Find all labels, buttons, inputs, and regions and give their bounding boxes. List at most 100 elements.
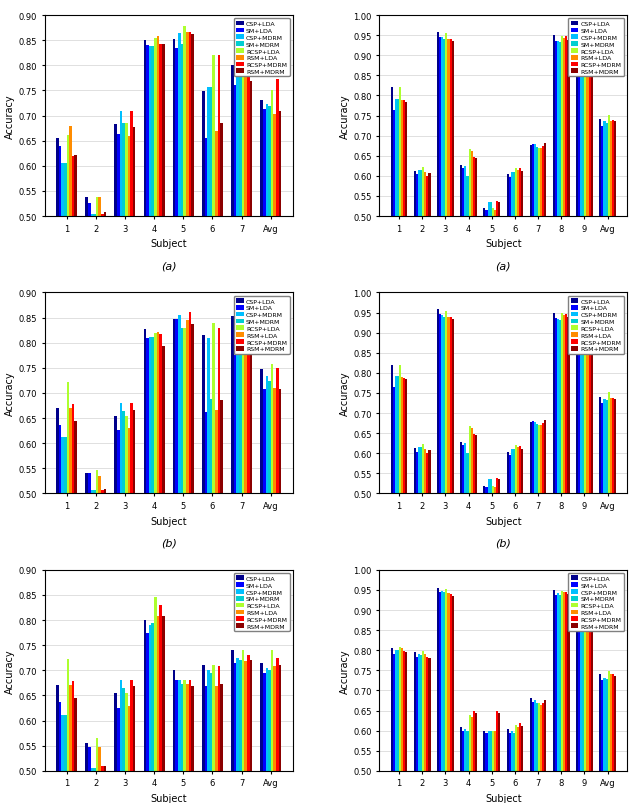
Bar bbox=[390, 88, 393, 418]
Bar bbox=[492, 731, 494, 803]
Bar bbox=[555, 319, 557, 695]
Bar bbox=[515, 724, 517, 803]
Bar bbox=[444, 40, 445, 418]
Bar bbox=[162, 45, 164, 467]
Bar bbox=[428, 450, 431, 695]
Bar bbox=[130, 680, 133, 803]
Bar bbox=[565, 315, 568, 695]
Bar bbox=[439, 315, 441, 695]
Bar bbox=[515, 446, 517, 695]
Bar bbox=[416, 175, 418, 418]
Bar bbox=[279, 666, 282, 803]
Bar bbox=[610, 121, 612, 418]
Bar bbox=[186, 320, 189, 745]
Bar bbox=[64, 164, 67, 467]
Bar bbox=[467, 454, 468, 695]
Bar bbox=[599, 120, 602, 418]
Bar bbox=[475, 159, 477, 418]
Bar bbox=[447, 593, 449, 803]
Bar bbox=[147, 47, 149, 467]
Bar bbox=[441, 591, 444, 803]
Bar bbox=[462, 169, 465, 418]
Bar bbox=[439, 38, 441, 418]
Bar bbox=[154, 333, 157, 745]
Bar bbox=[90, 491, 93, 745]
Bar bbox=[189, 312, 191, 745]
Bar bbox=[439, 593, 441, 803]
Bar bbox=[85, 473, 88, 745]
Bar bbox=[157, 617, 159, 803]
Bar bbox=[428, 658, 431, 803]
Bar bbox=[399, 365, 401, 695]
Bar bbox=[553, 313, 555, 695]
Bar bbox=[473, 711, 475, 803]
Y-axis label: Accuracy: Accuracy bbox=[5, 371, 15, 416]
Bar bbox=[207, 88, 210, 467]
Bar bbox=[452, 596, 454, 803]
Bar bbox=[511, 450, 513, 695]
Bar bbox=[276, 369, 279, 745]
Bar bbox=[173, 40, 175, 467]
Bar bbox=[538, 703, 540, 803]
Bar bbox=[268, 382, 271, 745]
Bar bbox=[576, 609, 578, 803]
Bar bbox=[244, 662, 247, 803]
Bar bbox=[263, 389, 266, 745]
Bar bbox=[149, 626, 152, 803]
Bar bbox=[607, 116, 610, 418]
Bar bbox=[99, 747, 101, 803]
Bar bbox=[468, 715, 470, 803]
Bar bbox=[580, 60, 582, 418]
Bar bbox=[519, 169, 521, 418]
Bar bbox=[152, 47, 154, 467]
Bar bbox=[273, 389, 276, 745]
Bar bbox=[236, 658, 239, 803]
Bar bbox=[205, 139, 207, 467]
Bar bbox=[115, 416, 117, 745]
Bar bbox=[178, 34, 180, 467]
Text: (b): (b) bbox=[495, 538, 511, 548]
Bar bbox=[236, 67, 239, 467]
Bar bbox=[576, 60, 578, 418]
Bar bbox=[96, 738, 99, 803]
Bar bbox=[534, 145, 536, 418]
Bar bbox=[154, 39, 157, 467]
Bar bbox=[104, 766, 106, 803]
Bar bbox=[133, 687, 136, 803]
Bar bbox=[559, 320, 561, 695]
Bar bbox=[183, 328, 186, 745]
Bar bbox=[239, 328, 242, 745]
Bar bbox=[544, 144, 547, 418]
Bar bbox=[460, 442, 462, 695]
Bar bbox=[175, 49, 178, 467]
Bar bbox=[447, 40, 449, 418]
Bar bbox=[74, 421, 77, 745]
Bar bbox=[445, 312, 447, 695]
Bar bbox=[218, 666, 220, 803]
X-axis label: Subject: Subject bbox=[485, 516, 522, 526]
Bar bbox=[143, 329, 147, 745]
Bar bbox=[117, 135, 120, 467]
Bar bbox=[266, 105, 268, 467]
Bar bbox=[542, 146, 544, 418]
Bar bbox=[393, 388, 395, 695]
Bar bbox=[544, 700, 547, 803]
Bar bbox=[444, 317, 445, 695]
Bar bbox=[513, 173, 515, 418]
Bar bbox=[534, 700, 536, 803]
Bar bbox=[424, 450, 426, 695]
Bar bbox=[460, 727, 462, 803]
Bar bbox=[117, 707, 120, 803]
Bar bbox=[271, 650, 273, 803]
Bar bbox=[178, 316, 180, 745]
Bar bbox=[59, 425, 61, 745]
Bar bbox=[494, 487, 496, 695]
Bar bbox=[445, 35, 447, 418]
Bar bbox=[437, 588, 439, 803]
Bar bbox=[582, 338, 584, 695]
Bar bbox=[602, 403, 604, 695]
Bar bbox=[157, 37, 159, 467]
Bar bbox=[589, 337, 591, 695]
Bar bbox=[276, 658, 279, 803]
Bar bbox=[268, 671, 271, 803]
